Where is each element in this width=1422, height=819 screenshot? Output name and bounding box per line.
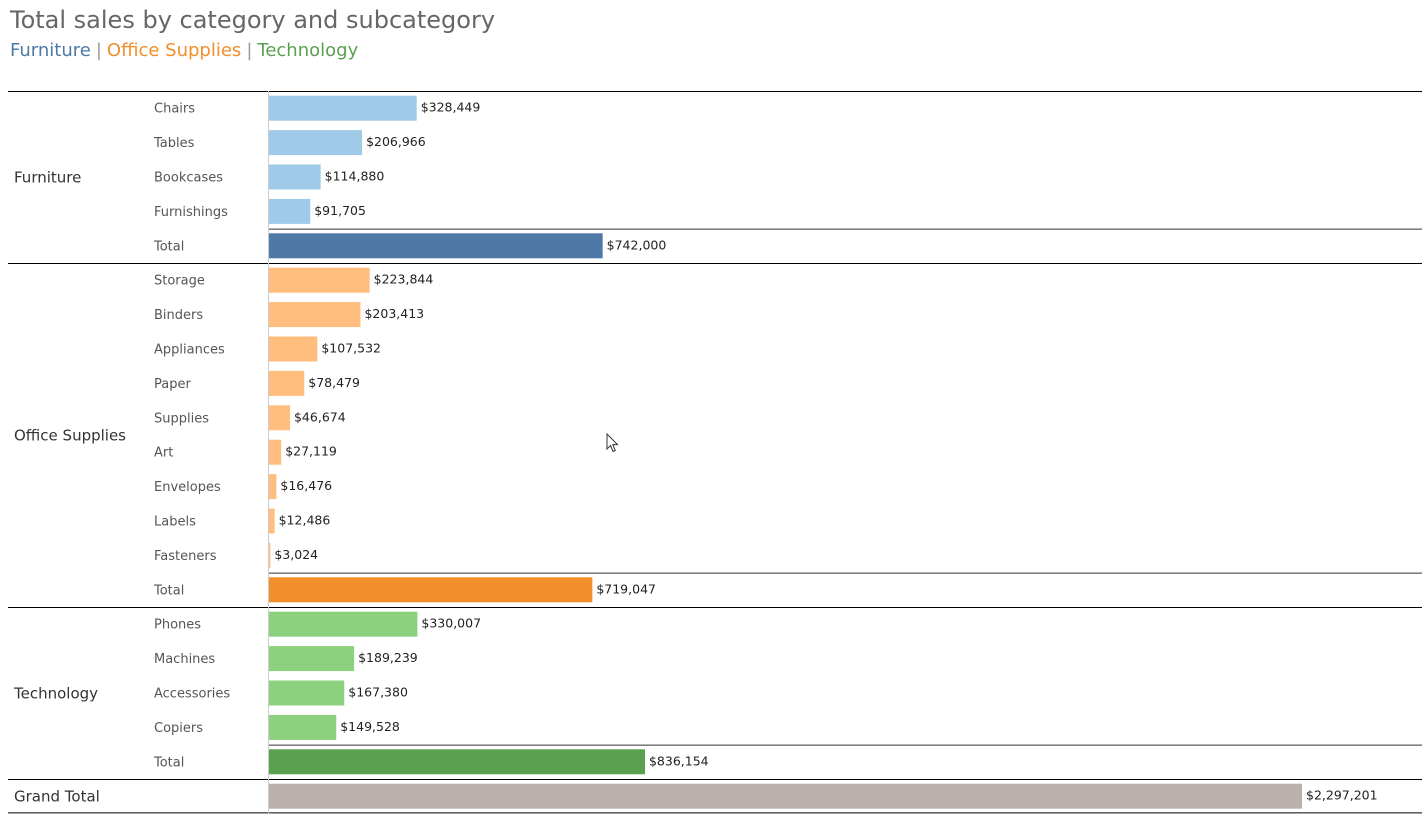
bar-phones: [269, 611, 418, 637]
row-label-labels: Labels: [154, 515, 196, 530]
row-label-phones: Phones: [154, 618, 201, 633]
bar-envelopes: [269, 474, 277, 500]
bar-total-technology: [269, 749, 645, 775]
row-label-appliances: Appliances: [154, 343, 225, 358]
mouse-cursor-icon: [606, 433, 619, 453]
legend-item-office-supplies[interactable]: Office Supplies: [106, 40, 242, 61]
row-label-chairs: Chairs: [154, 102, 195, 117]
data-label-total: $719,047: [596, 581, 656, 596]
bar-accessories: [269, 680, 345, 706]
bar-total-furniture: [269, 233, 603, 259]
data-label-accessories: $167,380: [348, 685, 408, 700]
bar-binders: [269, 302, 361, 328]
row-label-paper: Paper: [154, 377, 191, 392]
data-label-furnishings: $91,705: [314, 203, 366, 218]
data-label-copiers: $149,528: [340, 719, 400, 734]
row-label-total: Total: [153, 239, 184, 254]
row-label-supplies: Supplies: [154, 411, 209, 426]
bar-bookcases: [269, 164, 321, 190]
data-label-binders: $203,413: [364, 306, 424, 321]
data-label-total: $836,154: [649, 753, 709, 768]
bar-grand-total: [269, 783, 1302, 809]
bar-tables: [269, 130, 363, 156]
legend-separator: |: [246, 40, 253, 61]
data-label-labels: $12,486: [279, 513, 331, 528]
bar-appliances: [269, 336, 318, 362]
row-label-furnishings: Furnishings: [154, 205, 228, 220]
legend-separator: |: [95, 40, 102, 61]
bar-storage: [269, 267, 370, 293]
data-label-storage: $223,844: [374, 272, 434, 287]
data-label-fasteners: $3,024: [274, 547, 318, 562]
data-label-envelopes: $16,476: [280, 478, 332, 493]
row-label-storage: Storage: [154, 274, 205, 289]
category-label-technology: Technology: [13, 685, 98, 703]
row-label-accessories: Accessories: [154, 687, 230, 702]
chart-title: Total sales by category and subcategory: [10, 6, 496, 34]
legend-item-technology[interactable]: Technology: [257, 40, 359, 61]
row-label-total: Total: [153, 755, 184, 770]
row-label-bookcases: Bookcases: [154, 171, 223, 186]
bar-machines: [269, 646, 355, 672]
data-label-paper: $78,479: [308, 375, 360, 390]
category-label-office-supplies: Office Supplies: [14, 427, 126, 445]
legend-item-furniture[interactable]: Furniture: [10, 40, 91, 61]
row-label-fasteners: Fasteners: [154, 549, 217, 564]
data-label-chairs: $328,449: [421, 100, 481, 115]
bar-fasteners: [269, 542, 271, 568]
data-label-total: $742,000: [607, 237, 667, 252]
data-label-machines: $189,239: [358, 650, 418, 665]
bar-supplies: [269, 405, 290, 431]
bar-paper: [269, 370, 305, 396]
data-label-supplies: $46,674: [294, 409, 346, 424]
row-label-envelopes: Envelopes: [154, 480, 221, 495]
bar-total-office-supplies: [269, 577, 593, 603]
data-label-phones: $330,007: [421, 616, 481, 631]
data-label-tables: $206,966: [366, 134, 426, 149]
data-label-bookcases: $114,880: [325, 169, 385, 184]
data-label-appliances: $107,532: [321, 341, 381, 356]
grand-total-label: Grand Total: [14, 788, 100, 806]
row-label-machines: Machines: [154, 652, 215, 667]
row-label-tables: Tables: [153, 136, 195, 151]
bar-furnishings: [269, 198, 311, 224]
row-label-art: Art: [154, 446, 173, 461]
row-label-copiers: Copiers: [154, 721, 203, 736]
bar-labels: [269, 508, 275, 534]
row-label-binders: Binders: [154, 308, 203, 323]
bar-copiers: [269, 714, 337, 740]
bar-chairs: [269, 95, 417, 121]
data-label-art: $27,119: [285, 444, 337, 459]
row-label-total: Total: [153, 583, 184, 598]
data-label-grand-total: $2,297,201: [1306, 788, 1378, 803]
category-legend: Furniture | Office Supplies | Technology: [10, 40, 358, 61]
category-label-furniture: Furniture: [14, 169, 81, 187]
bar-art: [269, 439, 282, 465]
